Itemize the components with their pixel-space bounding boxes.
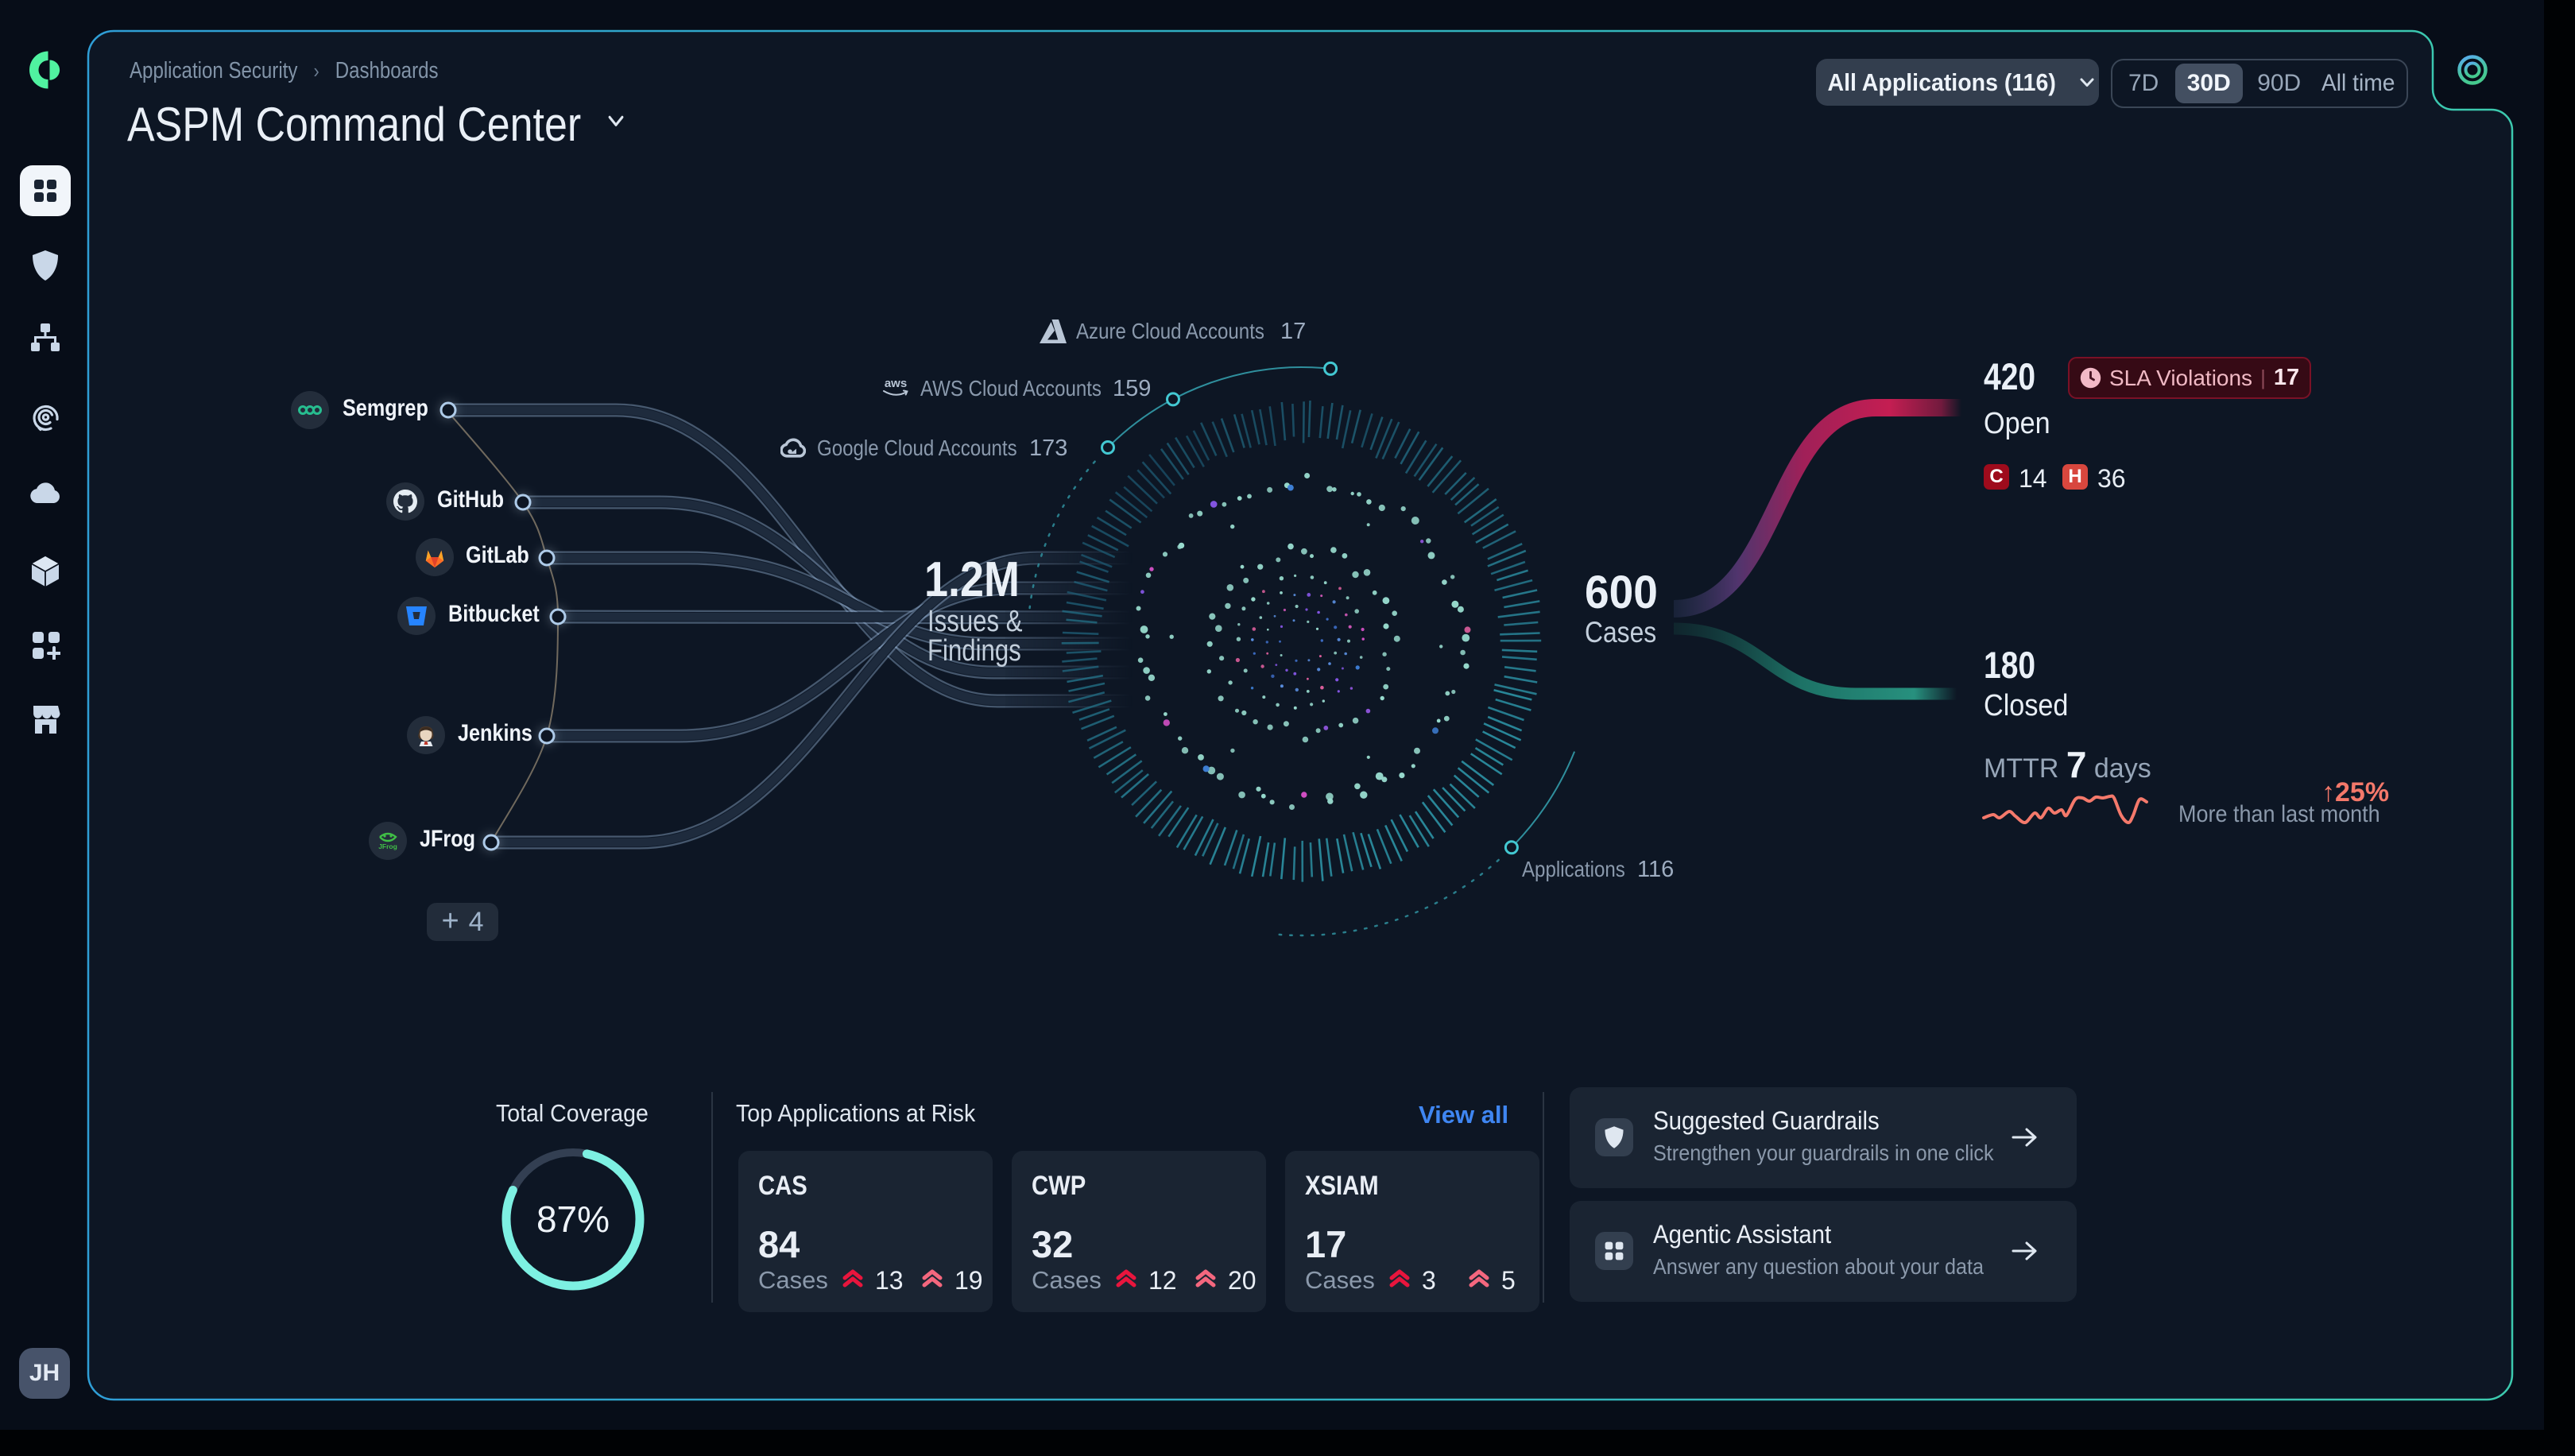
svg-text:aws: aws [885, 377, 907, 390]
svg-text:JFrog: JFrog [378, 842, 397, 850]
